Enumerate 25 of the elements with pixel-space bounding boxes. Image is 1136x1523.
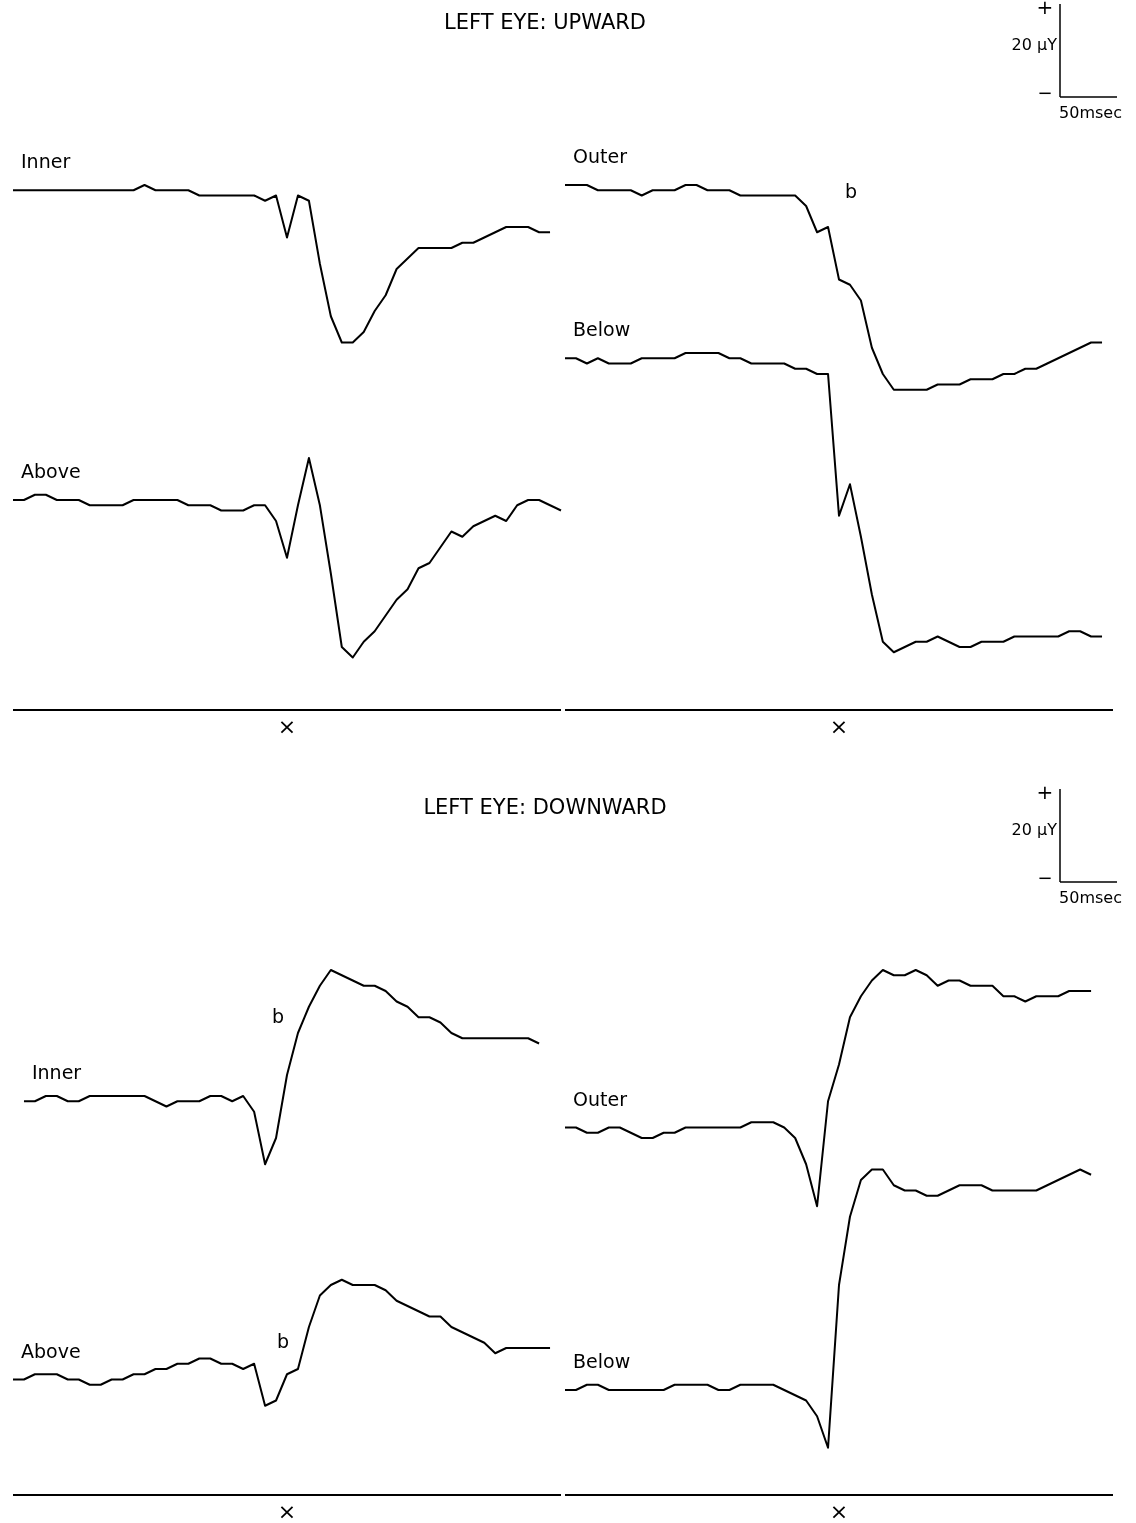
text: 50msec bbox=[1058, 102, 1122, 124]
annotation: b bbox=[270, 1005, 286, 1027]
series-label: Above bbox=[21, 460, 81, 482]
text: × bbox=[276, 714, 298, 739]
chart-title: LEFT EYE: DOWNWARD bbox=[423, 795, 667, 819]
series-label: Below bbox=[573, 1350, 631, 1372]
text: × bbox=[828, 714, 850, 739]
text: + bbox=[1035, 0, 1055, 19]
text: − bbox=[1036, 867, 1054, 889]
series-label: Below bbox=[573, 318, 631, 341]
series-label: Inner bbox=[31, 1061, 82, 1084]
chart-title: LEFT EYE: UPWARD bbox=[443, 10, 647, 34]
annotation: b bbox=[843, 180, 859, 202]
series-label: Above bbox=[21, 1339, 81, 1362]
text: × bbox=[276, 1499, 298, 1523]
text: 20 µY bbox=[1010, 819, 1057, 841]
series-label: Outer bbox=[573, 145, 628, 167]
text: 50msec bbox=[1058, 887, 1122, 909]
annotation: b bbox=[275, 1330, 291, 1352]
text: + bbox=[1035, 780, 1055, 804]
series-label: Inner bbox=[21, 150, 71, 173]
text: − bbox=[1036, 82, 1054, 104]
text: 20 µY bbox=[1010, 34, 1057, 56]
series-label: Outer bbox=[573, 1087, 628, 1110]
text: × bbox=[828, 1499, 850, 1523]
